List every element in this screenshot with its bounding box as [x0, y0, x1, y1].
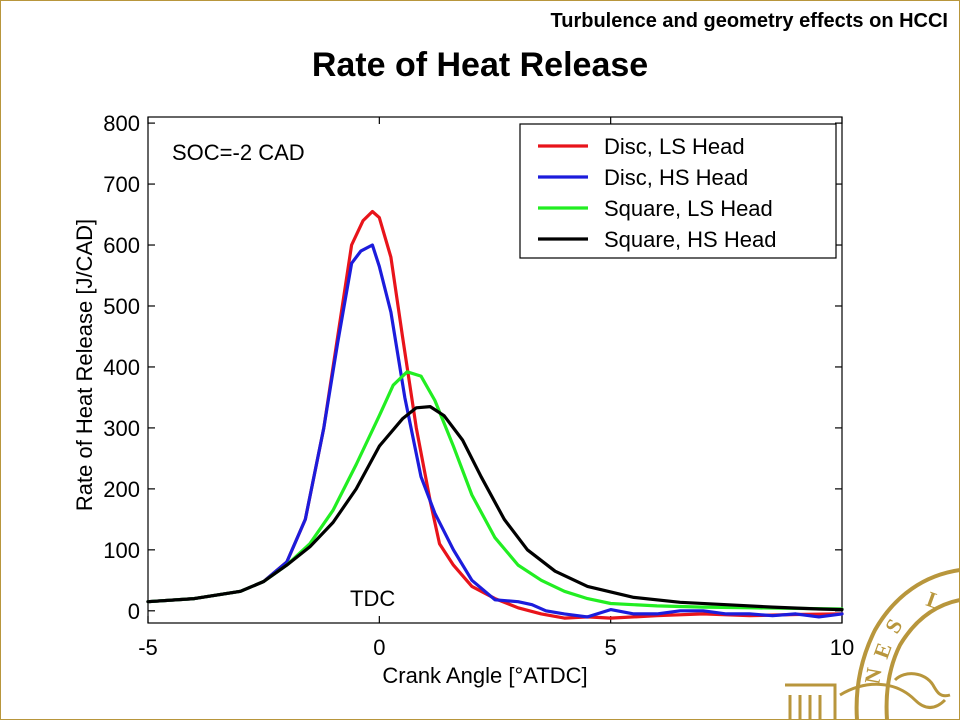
chart-title: Rate of Heat Release [311, 46, 649, 84]
series-line-1 [146, 209, 844, 620]
university-seal-logo: L S E N [785, 568, 960, 720]
y-axis-label: Rate of Heat Release [J/CAD] [72, 219, 97, 511]
plot-area [147, 116, 843, 624]
y-tick-label: 400 [103, 355, 140, 380]
svg-text:S: S [880, 614, 908, 637]
series-line-3 [146, 370, 844, 611]
annotation-tdc: TDC [350, 586, 395, 611]
legend-entry-3: Square, LS Head [604, 196, 773, 221]
y-tick-label: 800 [103, 111, 140, 136]
x-tick-label: 10 [830, 635, 854, 660]
y-tick-label: 700 [103, 172, 140, 197]
x-tick-label: -5 [138, 635, 158, 660]
y-tick-label: 200 [103, 477, 140, 502]
legend-entry-2: Disc, HS Head [604, 165, 748, 190]
y-tick-label: 300 [103, 416, 140, 441]
svg-text:L: L [923, 586, 945, 615]
series-line-2 [146, 243, 844, 619]
svg-text:N: N [859, 666, 886, 686]
slide-header: Turbulence and geometry effects on HCCI [550, 10, 948, 32]
series-line-4 [146, 405, 844, 612]
x-tick-label: 5 [605, 635, 617, 660]
y-tick-label: 100 [103, 538, 140, 563]
x-axis-label: Crank Angle [°ATDC] [382, 663, 587, 688]
svg-text:E: E [868, 639, 897, 661]
y-tick-label: 0 [128, 599, 140, 624]
annotation-soc: SOC=-2 CAD [172, 140, 305, 165]
legend-entry-1: Disc, LS Head [604, 134, 745, 159]
x-tick-label: 0 [373, 635, 385, 660]
y-tick-label: 500 [103, 294, 140, 319]
legend-entry-4: Square, HS Head [604, 227, 776, 252]
y-tick-label: 600 [103, 233, 140, 258]
